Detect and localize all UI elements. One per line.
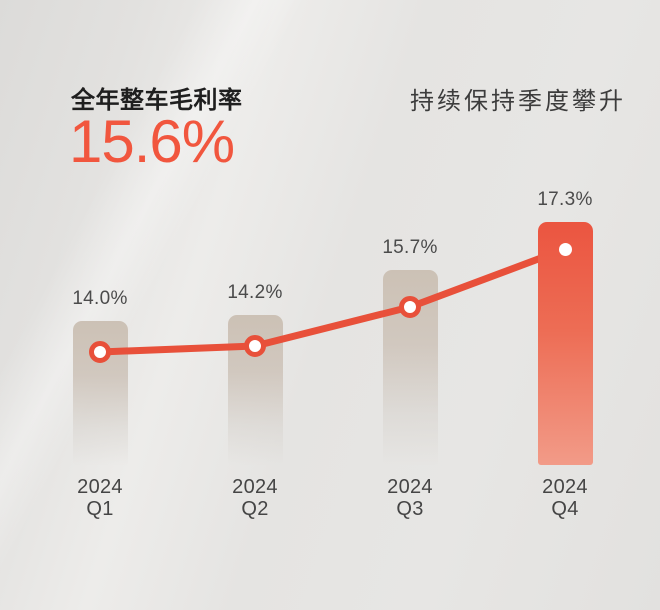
x-axis-label-q1: 2024 Q1 — [77, 476, 123, 520]
trend-line — [96, 245, 569, 356]
value-label-q2: 14.2% — [227, 282, 283, 303]
data-point-q2 — [244, 335, 266, 357]
data-point-q1 — [89, 341, 111, 363]
headline-label: 全年整车毛利率 — [71, 87, 243, 114]
value-label-q4: 17.3% — [537, 189, 593, 210]
data-point-q4 — [558, 242, 572, 256]
x-axis-label-q2: 2024 Q2 — [232, 476, 278, 520]
value-label-q3: 15.7% — [382, 237, 438, 258]
bar-q4 — [537, 222, 593, 465]
x-axis-label-q4: 2024 Q4 — [542, 476, 588, 520]
value-label-q1: 14.0% — [72, 288, 128, 309]
x-axis-label-q3: 2024 Q3 — [387, 476, 433, 520]
data-point-q3 — [399, 296, 421, 318]
chart-subtitle: 持续保持季度攀升 — [410, 88, 626, 115]
headline-value: 15.6% — [69, 108, 235, 175]
